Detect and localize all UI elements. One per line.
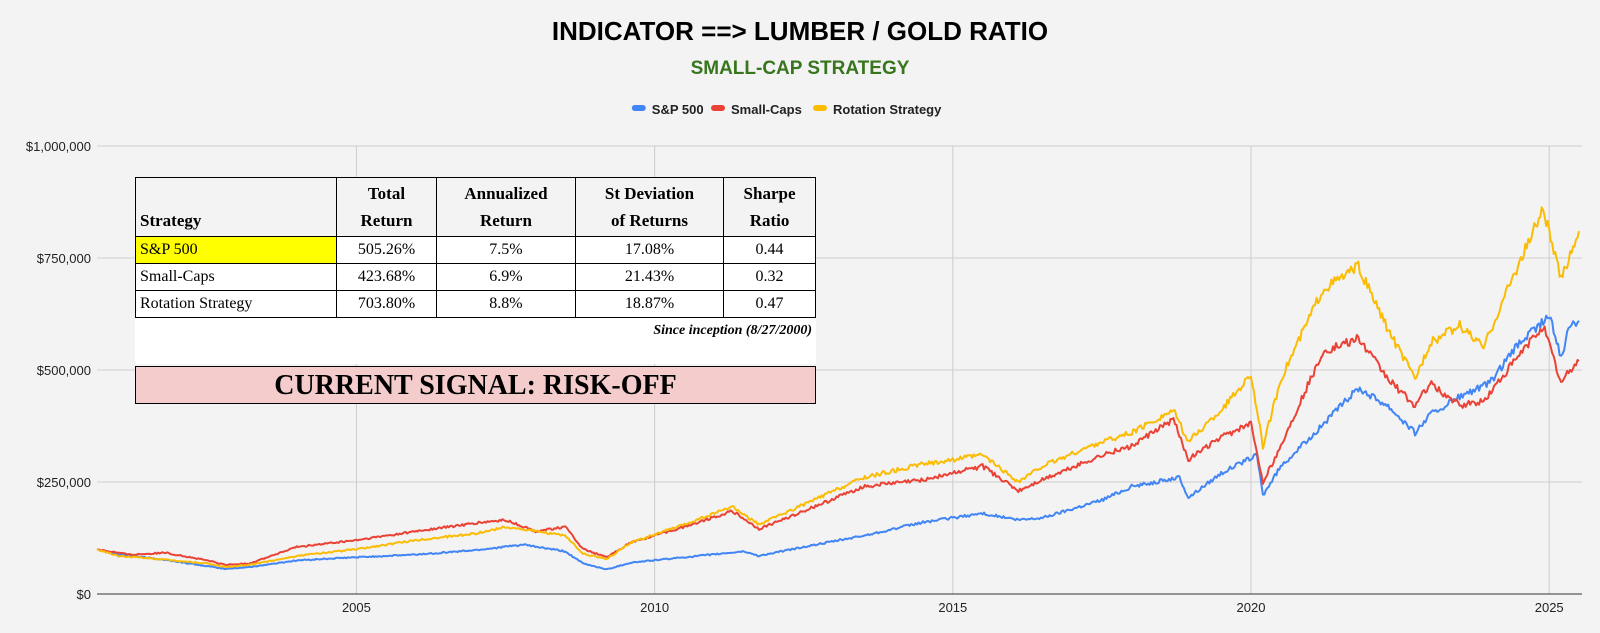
cell-st-deviation: 18.87% [574,290,725,318]
stats-header-row: Strategy Total Return Annualized Return St… [135,177,816,237]
legend-label: S&P 500 [652,102,704,117]
cell-sharpe-ratio: 0.44 [723,236,816,264]
header-sharpe-ratio: Sharpe Ratio [723,177,816,237]
cell-total-return: 703.80% [336,290,437,318]
cell-sharpe-ratio: 0.47 [723,290,816,318]
series-line-small-caps [96,325,1580,567]
cell-annualized-return: 6.9% [436,263,576,291]
cell-total-return: 423.68% [336,263,437,291]
y-tick-label: $1,000,000 [26,139,91,154]
cell-st-deviation: 17.08% [574,236,725,264]
inception-note: Since inception (8/27/2000) [135,318,816,364]
cell-annualized-return: 7.5% [436,236,576,264]
x-tick-label: 2005 [342,600,371,615]
cell-sharpe-ratio: 0.32 [723,263,816,291]
chart-title: INDICATOR ==> LUMBER / GOLD RATIO [551,16,1049,46]
chart-legend: S&P 500 Small-Caps Rotation Strategy [631,102,942,117]
header-total-return: Total Return [336,177,437,237]
stats-panel: Strategy Total Return Annualized Return St… [135,177,816,404]
y-tick-label: $250,000 [37,475,91,490]
y-tick-label: $500,000 [37,363,91,378]
table-row: Rotation Strategy 703.80% 8.8% 18.87% 0.… [135,290,816,318]
legend-label: Small-Caps [731,102,802,117]
header-st-deviation: St Deviation of Returns [574,177,725,237]
stats-table: Strategy Total Return Annualized Return St… [135,177,816,318]
legend-label: Rotation Strategy [833,102,942,117]
current-signal-box: CURRENT SIGNAL: RISK-OFF [135,366,816,404]
cell-st-deviation: 21.43% [574,263,725,291]
x-tick-label: 2015 [938,600,967,615]
x-tick-label: 2025 [1535,600,1564,615]
legend-swatch [711,105,725,111]
y-tick-label: $0 [77,587,91,602]
x-tick-label: 2010 [640,600,669,615]
chart-subtitle: SMALL-CAP STRATEGY [690,58,910,79]
y-tick-label: $750,000 [37,251,91,266]
cell-strategy: Small-Caps [135,263,337,291]
x-tick-label: 2020 [1237,600,1266,615]
axes: $0 $250,000 $500,000 $750,000 $1,000,000 2005… [26,139,1582,615]
series-line-s-p-500 [96,314,1580,571]
cell-annualized-return: 8.8% [436,290,576,318]
series-line-rotation-strategy [96,206,1580,568]
table-row: Small-Caps 423.68% 6.9% 21.43% 0.32 [135,263,816,291]
legend-swatch [631,105,646,111]
header-strategy: Strategy [135,177,337,237]
legend-swatch [813,105,827,111]
table-row: S&P 500 505.26% 7.5% 17.08% 0.44 [135,236,816,264]
cell-total-return: 505.26% [336,236,437,264]
header-annualized-return: Annualized Return [436,177,576,237]
cell-strategy: Rotation Strategy [135,290,337,318]
series-lines [96,206,1580,571]
cell-strategy: S&P 500 [135,236,337,264]
